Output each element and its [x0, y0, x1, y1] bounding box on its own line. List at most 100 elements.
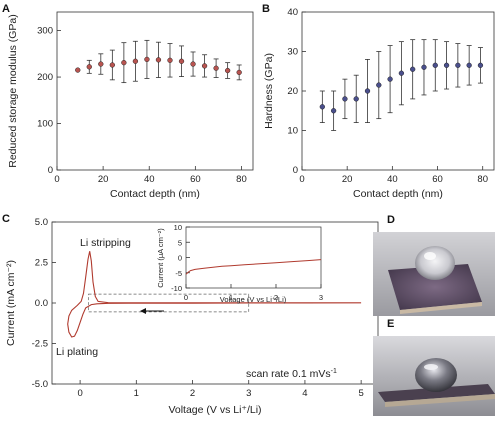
- panel-b-xtick-label: 80: [477, 174, 488, 185]
- panel-c-xtick-label: 4: [302, 388, 307, 399]
- panel-c-plating-label: Li plating: [56, 346, 98, 358]
- panel-a-point: [86, 64, 92, 70]
- panel-a-xtick-label: 20: [98, 174, 109, 185]
- panel-b-point: [398, 70, 405, 76]
- panel-b-xtick-label: 0: [299, 174, 304, 185]
- panel-a-point: [167, 57, 173, 63]
- photo-d-substrate: [388, 264, 482, 310]
- panel-c-ytick-label: -5.0: [32, 379, 48, 390]
- panel-b-point: [410, 66, 416, 72]
- panel-b-point: [319, 104, 325, 110]
- panel-c-cv-curve: [67, 251, 362, 338]
- panel-c-inset-ytick-label: 10: [174, 223, 182, 232]
- panel-a-ytick-label: 300: [37, 26, 53, 37]
- panel-label-c: C: [2, 213, 10, 225]
- panel-c-inset-ylabel: Current (μA cm⁻²): [156, 228, 165, 288]
- panel-b-point: [455, 62, 461, 68]
- panel-label-b: B: [262, 3, 270, 15]
- panel-c-ytick-label: -2.5: [32, 339, 48, 350]
- panel-c-chart: 0 1 2 3 4 5 -5.0 -2.5 0.0 2.5 5.0 Li stripping Li …: [5, 217, 379, 416]
- panel-a-point: [109, 62, 115, 68]
- photo-d-droplet: [415, 246, 455, 280]
- panel-c-inset-ytick-label: 5: [178, 238, 182, 247]
- panel-a-xtick-label: 80: [236, 174, 247, 185]
- panel-a-chart: 0 20 40 60 80 0 100 200 300 Contact depth (nm) R…: [7, 11, 254, 200]
- panel-c-xtick-label: 1: [134, 388, 139, 399]
- panel-a-point: [201, 63, 208, 69]
- panel-b-point: [466, 62, 472, 68]
- panel-label-e: E: [387, 318, 394, 330]
- panel-c-ylabel: Current (mA cm⁻²): [5, 260, 17, 346]
- panel-b-chart: 0 20 40 60 80 0 10 20 30 40 Contact depth (nm) Ha…: [263, 7, 495, 200]
- panel-c-inset-xlabel: Voltage (V vs Li⁺/Li): [220, 295, 287, 304]
- panel-b-xtick-label: 60: [432, 174, 443, 185]
- panel-b-ytick-label: 20: [287, 86, 298, 97]
- panel-c-ytick-label: 2.5: [35, 258, 48, 269]
- panel-a-ytick-label: 200: [37, 72, 53, 83]
- panel-c-inset-curve: [185, 259, 322, 275]
- panel-c-inset-bg: [185, 226, 322, 289]
- panel-a-point: [75, 67, 81, 73]
- photo-d-droplet-top: [373, 232, 495, 316]
- panel-c-inset-xtick-label: 3: [319, 293, 323, 302]
- panel-b-frame: [301, 11, 495, 171]
- panel-b-point: [376, 82, 382, 88]
- panel-c-inset-ytick-label: -10: [171, 284, 182, 293]
- panel-c-inset-xtick-label: 0: [184, 293, 188, 302]
- panel-c-ytick-label: 5.0: [35, 217, 48, 228]
- panel-a-xtick-label: 0: [54, 174, 59, 185]
- panel-b-ytick-label: 40: [287, 7, 298, 18]
- panel-b-point: [387, 76, 393, 82]
- panel-c-inset: 0 1 2 3 -10 -5 0 5 10 Voltage (V vs Li⁺/Li) Curr…: [156, 223, 323, 304]
- panel-label-d: D: [387, 214, 395, 226]
- panel-a-xlabel: Contact depth (nm): [110, 188, 200, 200]
- panel-c-scan-rate: scan rate 0.1 mVs-1: [246, 368, 337, 380]
- panel-a-point: [144, 56, 150, 63]
- panel-a-point: [155, 57, 162, 63]
- panel-a-point: [213, 65, 219, 71]
- panel-b-ytick-label: 0: [293, 165, 298, 176]
- panel-b-point: [342, 96, 348, 102]
- panel-c-xtick-label: 5: [358, 388, 363, 399]
- panel-a-xtick-label: 40: [144, 174, 155, 185]
- panel-c-xlabel: Voltage (V vs Li⁺/Li): [168, 404, 261, 416]
- panel-b-point: [443, 62, 450, 68]
- panel-a-xtick-label: 60: [190, 174, 201, 185]
- panel-c-scan-arrow: [140, 308, 164, 314]
- panel-b-xtick-label: 40: [387, 174, 398, 185]
- panel-a-point: [98, 61, 104, 67]
- panel-b-point: [421, 64, 427, 70]
- panel-c-inset-xtick-label: 1: [229, 293, 233, 302]
- panel-a-point: [178, 58, 185, 64]
- panel-b-point: [353, 96, 359, 102]
- panel-b-xtick-label: 20: [342, 174, 353, 185]
- panel-a-ylabel: Reduced storage modulus (GPa): [7, 14, 19, 168]
- panel-c-xtick-label: 0: [77, 388, 82, 399]
- panel-a-ytick-label: 100: [37, 119, 53, 130]
- panel-b-point: [364, 88, 371, 94]
- panel-c-inset-ytick-label: 0: [178, 254, 182, 263]
- panel-c-zoom-box: [88, 293, 250, 313]
- photo-e-substrate: [378, 384, 495, 402]
- panel-a-point: [132, 58, 139, 64]
- panel-label-a: A: [2, 3, 10, 15]
- photo-e-droplet-side: [373, 336, 495, 416]
- panel-c-xtick-label: 2: [190, 388, 195, 399]
- panel-c-xtick-label: 3: [246, 388, 251, 399]
- panel-a-frame: [56, 11, 254, 171]
- panel-b-xlabel: Contact depth (nm): [353, 188, 443, 200]
- panel-b-point: [330, 108, 337, 114]
- panel-b-ylabel: Hardness (GPa): [263, 53, 275, 129]
- panel-c-stripping-label: Li stripping: [80, 237, 131, 249]
- panel-c-inset-ytick-label: -5: [175, 269, 182, 278]
- panel-b-point: [477, 62, 484, 68]
- panel-a-ytick-label: 0: [48, 165, 53, 176]
- panel-c-ytick-label: 0.0: [35, 298, 48, 309]
- panel-b-ytick-label: 30: [287, 47, 298, 58]
- panel-a-point: [224, 67, 231, 74]
- photo-e-droplet: [415, 358, 457, 392]
- panel-b-point: [432, 62, 438, 68]
- panel-a-point: [190, 61, 196, 67]
- panel-c-inset-xtick-label: 2: [274, 293, 278, 302]
